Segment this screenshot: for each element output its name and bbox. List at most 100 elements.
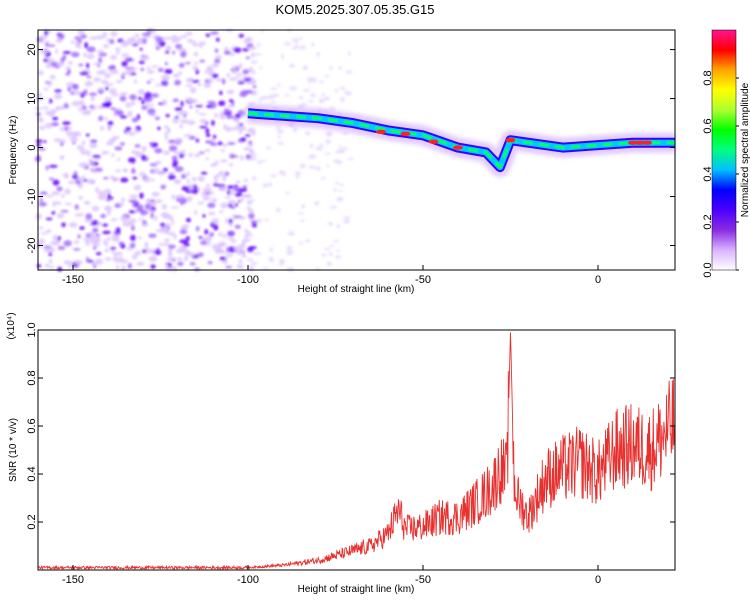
noise-speck xyxy=(320,177,326,180)
noise-speck xyxy=(68,263,72,269)
noise-speck xyxy=(129,67,138,70)
noise-speck xyxy=(132,176,138,180)
noise-speck xyxy=(132,203,139,207)
noise-speck xyxy=(151,192,159,197)
noise-speck xyxy=(96,35,105,40)
noise-speck xyxy=(241,241,246,248)
noise-speck xyxy=(174,166,184,172)
noise-speck xyxy=(100,125,105,131)
noise-speck xyxy=(187,120,196,126)
noise-speck xyxy=(214,223,218,229)
noise-speck xyxy=(222,143,228,148)
noise-speck xyxy=(237,81,245,85)
noise-speck xyxy=(48,177,55,181)
noise-speck xyxy=(70,40,75,44)
noise-speck xyxy=(62,172,70,178)
noise-speck xyxy=(104,257,112,261)
noise-speck xyxy=(45,165,50,171)
noise-speck xyxy=(188,135,196,140)
noise-speck xyxy=(223,124,227,130)
noise-speck xyxy=(235,75,239,79)
noise-speck xyxy=(246,206,251,211)
noise-speck xyxy=(220,251,228,254)
noise-speck xyxy=(128,199,137,203)
noise-speck xyxy=(98,190,107,197)
noise-speck xyxy=(63,240,72,247)
noise-speck xyxy=(256,218,263,223)
noise-speck xyxy=(242,185,248,188)
noise-speck xyxy=(250,60,258,64)
noise-speck xyxy=(45,217,53,221)
noise-speck xyxy=(63,260,73,265)
noise-speck xyxy=(106,198,111,202)
noise-speck xyxy=(233,186,240,192)
noise-speck xyxy=(49,98,53,104)
noise-speck xyxy=(183,134,192,138)
noise-speck xyxy=(38,117,44,123)
noise-speck xyxy=(178,245,187,251)
noise-speck xyxy=(140,67,145,72)
noise-speck xyxy=(119,259,129,264)
noise-speck xyxy=(205,133,211,138)
noise-speck xyxy=(136,114,141,121)
noise-speck xyxy=(277,135,282,139)
colorbar-ticks: 0.0 0.2 0.4 0.6 0.8 xyxy=(702,70,739,278)
noise-speck xyxy=(115,227,121,234)
noise-speck xyxy=(129,218,137,224)
noise-speck xyxy=(328,252,333,256)
noise-speck xyxy=(69,136,78,143)
noise-speck xyxy=(157,126,161,131)
noise-speck xyxy=(53,93,63,100)
noise-speck xyxy=(191,188,199,194)
noise-speck xyxy=(206,100,216,104)
noise-speck xyxy=(270,87,278,91)
noise-speck xyxy=(217,102,226,106)
noise-speck xyxy=(251,222,257,228)
noise-speck xyxy=(236,119,240,125)
noise-speck xyxy=(49,265,54,269)
noise-speck xyxy=(53,201,61,204)
colorbar-tick-label: 0.2 xyxy=(702,214,714,229)
noise-speck xyxy=(110,218,118,222)
noise-speck xyxy=(52,179,60,186)
noise-speck xyxy=(117,107,121,112)
noise-speck xyxy=(35,139,43,143)
noise-speck xyxy=(213,112,219,118)
noise-speck xyxy=(125,102,132,108)
noise-speck xyxy=(186,179,190,184)
noise-speck xyxy=(204,228,209,235)
noise-speck xyxy=(199,44,203,49)
noise-speck xyxy=(165,36,172,40)
noise-speck xyxy=(238,129,243,135)
noise-speck xyxy=(141,105,148,110)
noise-speck xyxy=(212,62,219,68)
noise-speck xyxy=(108,88,117,95)
top-x-tick-label: -50 xyxy=(415,274,431,286)
noise-speck xyxy=(119,91,128,96)
noise-speck xyxy=(104,188,112,194)
noise-speck xyxy=(126,131,134,135)
colorbar-tick-label: 0.4 xyxy=(702,166,714,181)
noise-speck xyxy=(308,99,314,103)
noise-speck xyxy=(86,75,92,79)
noise-speck xyxy=(302,102,307,107)
noise-speck xyxy=(109,246,117,250)
noise-speck xyxy=(140,154,146,161)
noise-speck xyxy=(211,244,220,250)
noise-speck xyxy=(230,155,239,158)
noise-speck xyxy=(260,159,267,163)
bottom-plot-frame xyxy=(37,329,676,571)
noise-speck xyxy=(191,40,196,44)
noise-speck xyxy=(241,253,247,258)
noise-speck xyxy=(139,47,143,51)
noise-speck xyxy=(148,255,158,263)
noise-speck xyxy=(275,125,281,129)
noise-speck xyxy=(138,172,147,177)
noise-speck xyxy=(62,51,72,55)
noise-speck xyxy=(115,169,121,173)
noise-speck xyxy=(277,83,281,87)
noise-speck xyxy=(343,216,351,219)
noise-speck xyxy=(277,141,285,146)
noise-speck xyxy=(168,232,176,236)
